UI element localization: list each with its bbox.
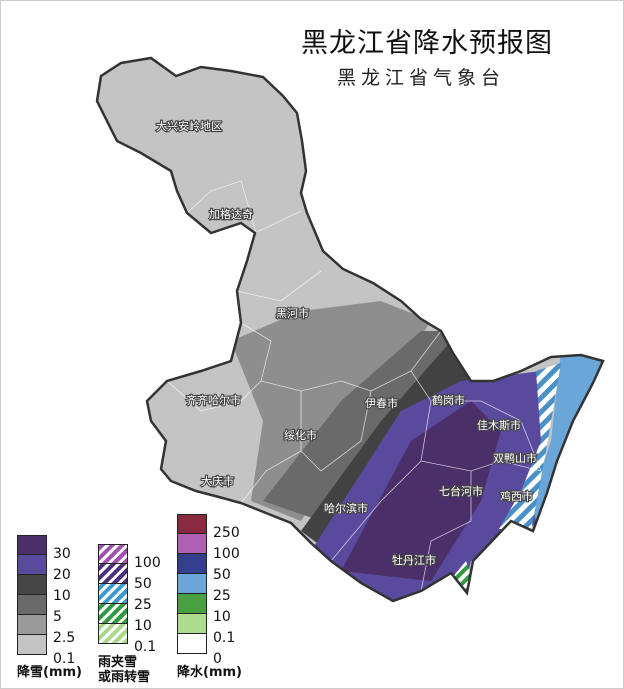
legend-swatch [177, 614, 207, 634]
legend-swatch [17, 535, 47, 555]
legend-swatch [177, 594, 207, 614]
legend-mixed: 100 50 25 10 0.1 雨夹雪 或雨转雪 [98, 544, 161, 685]
legend-value: 250 [213, 525, 240, 541]
legend-swatch [17, 595, 47, 615]
legend-rain-title: 降水(mm) [177, 665, 242, 680]
legend-swatch [177, 554, 207, 574]
city-label: 伊春市 [365, 396, 398, 410]
city-label: 大庆市 [201, 474, 234, 488]
city-label: 双鸭山市 [493, 451, 537, 465]
legend-rain: 250 100 50 25 10 0.1 0 降水(mm) [177, 514, 242, 680]
legend-swatch [98, 624, 128, 644]
legend-swatch [98, 604, 128, 624]
legend-value: 10 [213, 609, 231, 625]
legend-value: 100 [134, 555, 161, 571]
legend-value: 2.5 [53, 630, 76, 646]
zone-snow-2.5 [231, 301, 431, 521]
city-label: 佳木斯市 [477, 418, 521, 432]
legend-value: 10 [134, 618, 152, 634]
city-label: 大兴安岭地区 [156, 119, 222, 133]
legend-mixed-title-1: 雨夹雪 [98, 655, 138, 670]
legend-swatch [17, 575, 47, 595]
legend-value: 20 [53, 567, 71, 583]
legend-mixed-title-2: 或雨转雪 [98, 670, 151, 685]
county-borders [166, 180, 542, 592]
city-label: 鸡西市 [500, 489, 533, 503]
zone-snow-30 [341, 401, 501, 581]
legend-swatch [177, 514, 207, 534]
city-label: 七台河市 [439, 484, 483, 498]
legend-value: 0.1 [134, 639, 157, 655]
legend-value: 25 [134, 597, 152, 613]
legend-value: 50 [134, 576, 152, 592]
legend-snow: 30 20 10 5 2.5 0.1 降雪(mm) [17, 535, 82, 680]
legend-swatch [17, 635, 47, 655]
legend-swatch [98, 544, 128, 564]
map-title: 黑龙江省降水预报图 [301, 28, 553, 59]
legend-swatch [177, 634, 207, 654]
zone-snow-5 [263, 331, 461, 521]
legend-value: 25 [213, 588, 231, 604]
city-label: 绥化市 [284, 428, 317, 442]
city-label: 哈尔滨市 [324, 501, 368, 515]
legend-snow-title: 降雪(mm) [17, 665, 82, 680]
legend-value: 100 [213, 546, 240, 562]
city-label: 加格达奇 [209, 207, 253, 221]
legend-swatch [177, 534, 207, 554]
legend-value: 5 [53, 609, 62, 625]
legend-swatch [17, 615, 47, 635]
legend-value: 30 [53, 546, 71, 562]
city-label: 黑河市 [276, 306, 309, 320]
legend-value: 0.1 [213, 630, 236, 646]
legend-swatch [17, 555, 47, 575]
legend-swatch [98, 584, 128, 604]
legend-value: 10 [53, 588, 71, 604]
legend-value: 0 [213, 651, 222, 667]
city-label: 牡丹江市 [392, 553, 436, 567]
legend-swatch [98, 564, 128, 584]
city-label: 齐齐哈尔市 [186, 393, 241, 407]
legend-value: 0.1 [53, 651, 76, 667]
legend-swatch [177, 574, 207, 594]
map-subtitle: 黑龙江省气象台 [337, 67, 506, 89]
zone-mixed-25 [499, 363, 561, 531]
city-label: 鹤岗市 [432, 393, 465, 407]
legend-value: 50 [213, 567, 231, 583]
